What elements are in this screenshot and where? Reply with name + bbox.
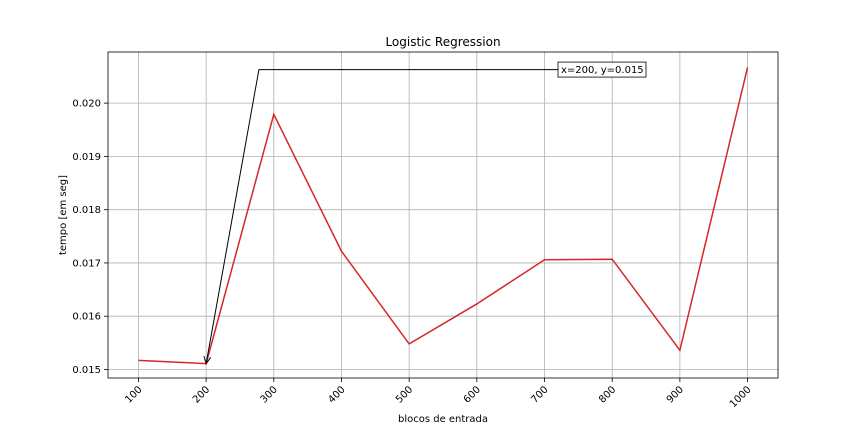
annotation-arrowhead bbox=[203, 355, 212, 365]
y-tick-label: 0.018 bbox=[72, 205, 101, 216]
y-tick-label: 0.015 bbox=[72, 365, 101, 376]
y-tick-label: 0.016 bbox=[72, 312, 101, 323]
annotation-text: x=200, y=0.015 bbox=[561, 65, 644, 76]
x-tick-label: 900 bbox=[665, 384, 686, 405]
x-tick-label: 1000 bbox=[728, 384, 754, 410]
x-tick-label: 800 bbox=[597, 384, 618, 405]
annotation-box bbox=[557, 61, 647, 78]
y-tick-label: 0.020 bbox=[72, 99, 101, 110]
x-tick-label: 700 bbox=[529, 384, 550, 405]
y-axis-ticks: 0.015 0.016 0.017 0.018 0.019 0.020 bbox=[72, 99, 108, 376]
x-tick-label: 100 bbox=[123, 384, 144, 405]
series-line bbox=[138, 67, 749, 365]
plot-frame bbox=[107, 51, 779, 379]
y-tick-label: 0.017 bbox=[72, 258, 101, 269]
x-axis-ticks: 100 200 300 400 500 600 700 800 900 1000 bbox=[123, 378, 754, 410]
chart-title: Logistic Regression bbox=[385, 35, 500, 49]
x-axis-label: blocos de entrada bbox=[398, 414, 488, 425]
y-tick-label: 0.019 bbox=[72, 152, 101, 163]
annotation-arrow bbox=[205, 69, 558, 364]
y-axis-label: tempo [em seg] bbox=[58, 175, 69, 255]
x-tick-label: 200 bbox=[191, 384, 212, 405]
x-tick-label: 500 bbox=[394, 384, 415, 405]
x-tick-label: 600 bbox=[462, 384, 483, 405]
series-layer bbox=[138, 67, 749, 365]
annotation: x=200, y=0.015 bbox=[203, 61, 647, 365]
x-tick-label: 300 bbox=[259, 384, 280, 405]
grid bbox=[108, 52, 778, 378]
x-tick-label: 400 bbox=[326, 384, 347, 405]
